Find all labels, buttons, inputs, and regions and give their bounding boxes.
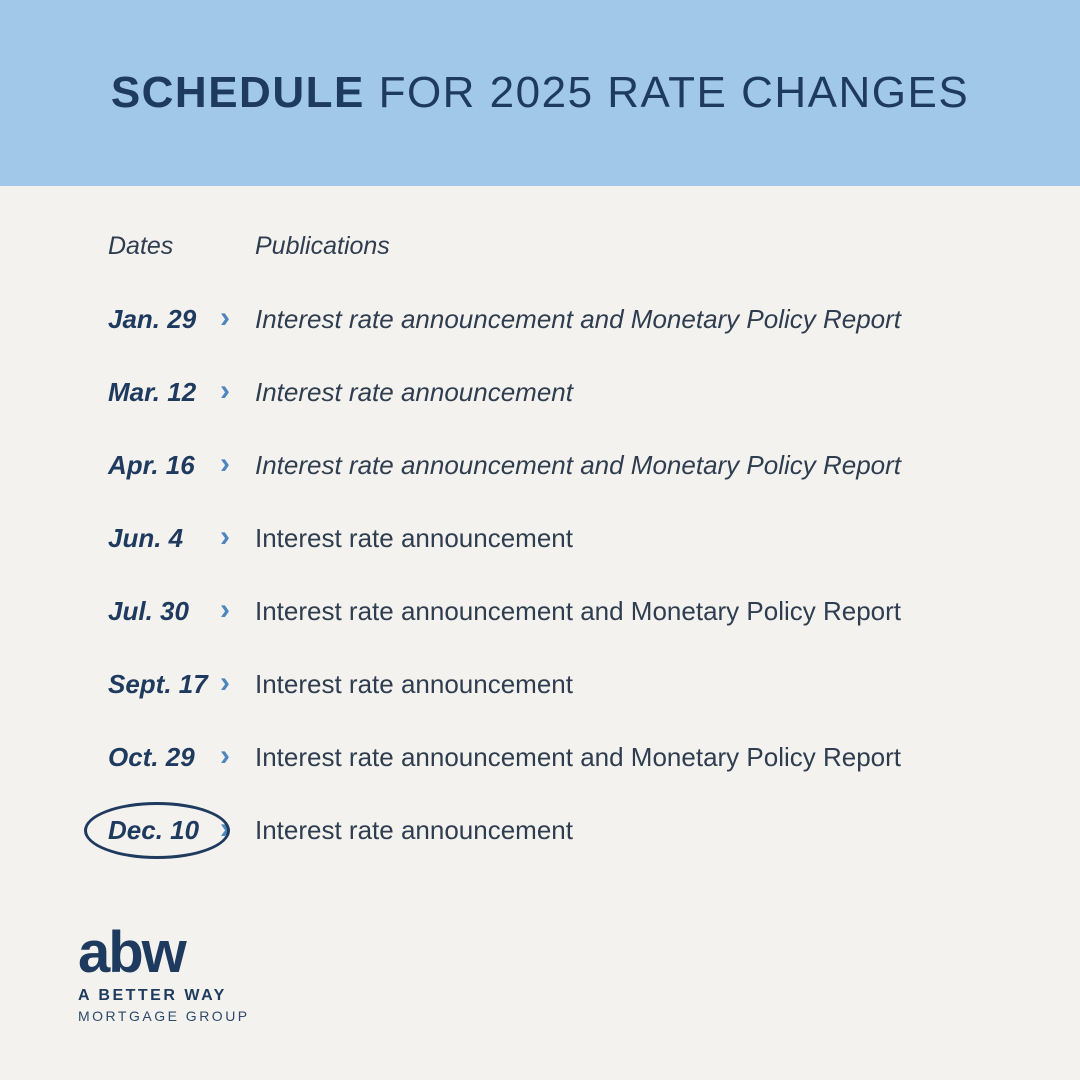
logo-tagline: A BETTER WAY bbox=[78, 987, 227, 1004]
date-cell: Apr. 16 bbox=[108, 450, 195, 480]
table-row: Jun. 4 › Interest rate announcement bbox=[108, 502, 1040, 575]
publications-column-header: Publications bbox=[255, 232, 390, 260]
date-cell: Sept. 17 bbox=[108, 669, 208, 699]
table-row: Oct. 29 › Interest rate announcement and M… bbox=[108, 721, 1040, 794]
publication-text: Interest rate announcement bbox=[255, 669, 573, 699]
publication-text: Interest rate announcement and Monetary … bbox=[255, 450, 902, 480]
publication-text: Interest rate announcement bbox=[255, 815, 573, 845]
header-banner: SCHEDULE FOR 2025 RATE CHANGES bbox=[0, 0, 1080, 186]
page-title-bold: SCHEDULE bbox=[110, 68, 365, 117]
date-cell-circled: Dec. 10 bbox=[84, 802, 230, 859]
chevron-right-icon: › bbox=[220, 446, 230, 480]
chevron-right-icon: › bbox=[220, 373, 230, 407]
chevron-right-icon: › bbox=[220, 592, 230, 626]
table-row: Jul. 30 › Interest rate announcement and M… bbox=[108, 575, 1040, 648]
table-row: Mar. 12 › Interest rate announcement bbox=[108, 356, 1040, 429]
publication-text: Interest rate announcement bbox=[255, 523, 573, 553]
chevron-right-icon: › bbox=[220, 665, 230, 699]
publication-text: Interest rate announcement and Monetary … bbox=[255, 742, 902, 772]
table-row: Dec. 10 › Interest rate announcement bbox=[84, 794, 1040, 867]
schedule-table: Dates Publications Jan. 29 › Interest rate… bbox=[0, 186, 1080, 867]
date-cell: Jun. 4 bbox=[108, 523, 184, 553]
logo-wordmark: abw bbox=[78, 919, 187, 985]
date-cell: Jan. 29 bbox=[108, 304, 197, 334]
publication-text: Interest rate announcement and Monetary … bbox=[255, 304, 902, 334]
schedule-rows: Jan. 29 › Interest rate announcement and M… bbox=[84, 283, 1040, 867]
page-title-rest: FOR 2025 RATE CHANGES bbox=[364, 68, 970, 117]
logo-subtitle: MORTGAGE GROUP bbox=[78, 1008, 250, 1024]
date-cell: Jul. 30 bbox=[108, 596, 189, 626]
table-row: Apr. 16 › Interest rate announcement and M… bbox=[108, 429, 1040, 502]
page-title: SCHEDULE FOR 2025 RATE CHANGES bbox=[111, 68, 969, 118]
publication-text: Interest rate announcement and Monetary … bbox=[255, 596, 902, 626]
publication-text: Interest rate announcement bbox=[255, 377, 573, 407]
date-cell: Mar. 12 bbox=[108, 377, 197, 407]
abw-logo: abw A BETTER WAY MORTGAGE GROUP bbox=[78, 919, 250, 1024]
table-row: Sept. 17 › Interest rate announcement bbox=[108, 648, 1040, 721]
table-row: Jan. 29 › Interest rate announcement and M… bbox=[108, 283, 1040, 356]
dates-column-header: Dates bbox=[108, 232, 174, 260]
chevron-right-icon: › bbox=[220, 811, 230, 845]
table-header-row: Dates Publications bbox=[108, 210, 1040, 283]
chevron-right-icon: › bbox=[220, 738, 230, 772]
date-cell: Oct. 29 bbox=[108, 742, 195, 772]
chevron-right-icon: › bbox=[220, 300, 230, 334]
chevron-right-icon: › bbox=[220, 519, 230, 553]
